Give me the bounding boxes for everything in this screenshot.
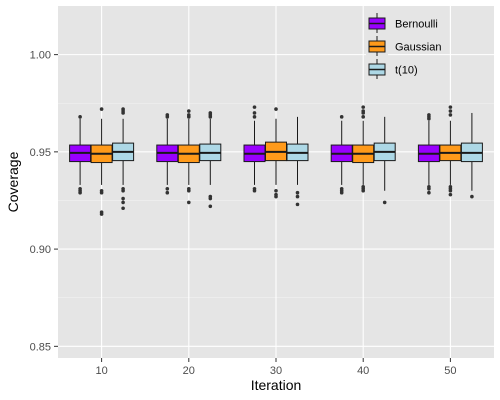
outlier-point <box>361 111 366 115</box>
outlier-point <box>121 206 125 211</box>
x-tick-label: 40 <box>357 365 369 377</box>
outlier-point <box>252 115 257 119</box>
boxplot-bernoulli-10 <box>69 115 92 195</box>
outlier-point <box>274 188 278 193</box>
outlier-point <box>295 194 300 199</box>
boxplot-gaussian-10 <box>90 107 113 216</box>
outlier-point <box>187 109 191 113</box>
boxplot-t-10--50 <box>460 112 483 199</box>
y-axis-title: Coverage <box>5 151 21 212</box>
legend-entry-gaussian: Gaussian <box>366 35 441 57</box>
outlier-point <box>361 188 366 193</box>
outlier-point <box>121 188 125 193</box>
outlier-point <box>448 109 453 113</box>
boxplot-gaussian-20 <box>177 109 200 205</box>
outlier-point <box>448 188 453 193</box>
legend-entry-bernoulli: Bernoulli <box>366 12 438 34</box>
outlier-point <box>121 111 125 115</box>
outlier-point <box>121 196 125 201</box>
outlier-point <box>361 115 366 119</box>
outlier-point <box>427 187 431 191</box>
x-tick-label: 10 <box>95 365 107 377</box>
outlier-point <box>121 200 125 205</box>
outlier-point <box>252 111 257 115</box>
boxplot-t-10--30 <box>286 116 309 207</box>
boxplot-bernoulli-40 <box>330 115 353 195</box>
boxplot-bernoulli-20 <box>156 113 179 195</box>
outlier-point <box>252 105 257 109</box>
outlier-point <box>165 115 170 119</box>
x-axis-title: Iteration <box>251 377 302 393</box>
outlier-point <box>274 194 278 199</box>
outlier-point <box>187 115 191 119</box>
outlier-point <box>470 194 474 199</box>
outlier-point <box>252 188 257 193</box>
boxplot-t-10--20 <box>199 111 222 209</box>
outlier-point <box>427 116 431 121</box>
boxplot-bernoulli-50 <box>417 113 440 195</box>
outlier-point <box>208 115 213 119</box>
outlier-point <box>165 187 170 191</box>
outlier-point <box>208 196 213 201</box>
outlier-point <box>187 200 191 205</box>
boxplot-bernoulli-30 <box>243 105 266 193</box>
legend: Bernoulli Gaussian t(10) <box>366 12 441 80</box>
legend-label: Bernoulli <box>395 19 438 31</box>
outlier-point <box>382 200 387 205</box>
boxplot-gaussian-30 <box>265 107 287 199</box>
outlier-point <box>78 115 82 119</box>
outlier-point <box>295 190 300 195</box>
outlier-point <box>427 190 431 195</box>
outlier-point <box>448 113 453 117</box>
x-tick-label: 20 <box>183 365 195 377</box>
outlier-point <box>448 105 453 109</box>
outlier-point <box>361 105 366 109</box>
axes: 0.85 0.90 0.95 1.00 10 20 30 40 50 <box>30 50 457 377</box>
boxplot-gaussian-50 <box>439 105 462 197</box>
outlier-point <box>295 202 300 207</box>
legend-label: t(10) <box>395 65 418 77</box>
outlier-point <box>208 204 213 209</box>
boxplot-t-10--10 <box>112 107 135 211</box>
outlier-point <box>448 192 453 197</box>
outlier-point <box>339 115 344 119</box>
outlier-point <box>78 190 82 195</box>
y-tick-label: 0.85 <box>30 341 51 353</box>
y-tick-label: 0.90 <box>30 244 51 256</box>
outlier-point <box>99 190 104 195</box>
outlier-point <box>99 107 104 111</box>
boxplot-t-10--40 <box>373 116 396 205</box>
x-tick-label: 30 <box>270 365 282 377</box>
outlier-point <box>187 188 191 193</box>
outlier-point <box>165 190 170 195</box>
y-tick-label: 1.00 <box>30 50 51 62</box>
box-group <box>69 105 483 216</box>
outlier-point <box>274 107 278 111</box>
legend-entry-t-10-: t(10) <box>366 58 418 80</box>
y-tick-label: 0.95 <box>30 147 51 159</box>
outlier-point <box>339 190 344 195</box>
x-tick-label: 50 <box>444 365 456 377</box>
legend-label: Gaussian <box>395 42 441 54</box>
outlier-point <box>99 212 104 216</box>
